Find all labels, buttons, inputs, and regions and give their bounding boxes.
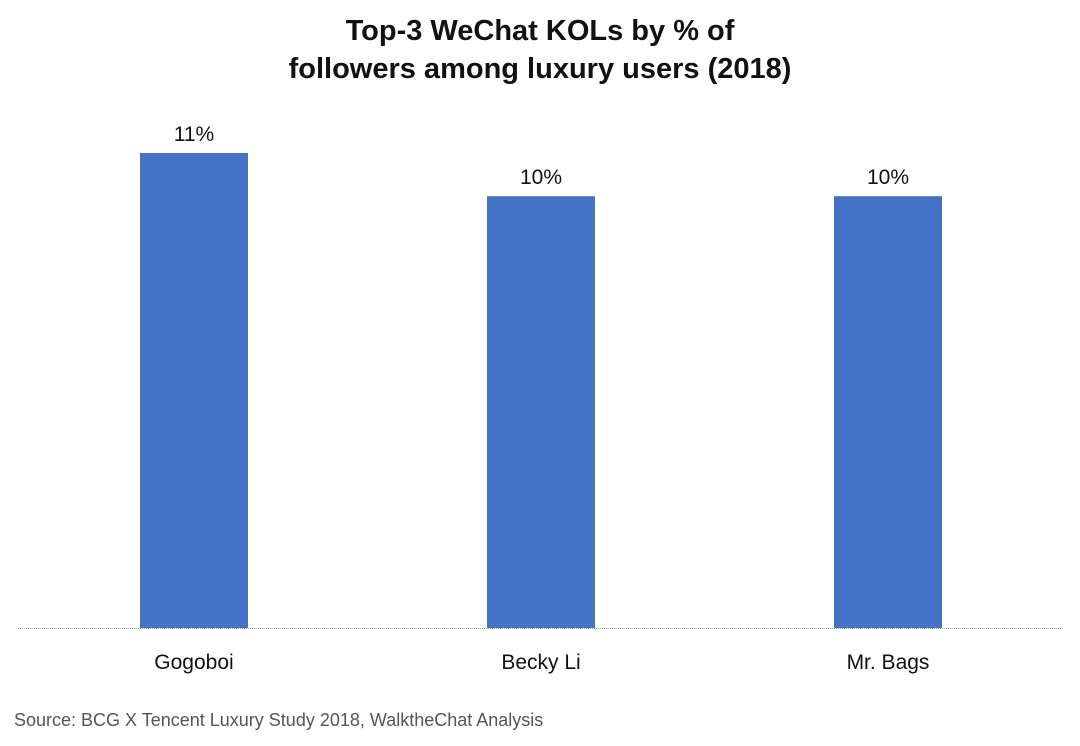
bar-mr-bags bbox=[834, 196, 942, 628]
chart-title-line-1: Top-3 WeChat KOLs by % of bbox=[345, 15, 735, 47]
bar-becky-li bbox=[487, 196, 595, 628]
data-label: 11% bbox=[174, 123, 214, 146]
chart-title: Top-3 WeChat KOLs by % of followers amon… bbox=[0, 12, 1080, 88]
x-tick-label: Mr. Bags bbox=[847, 651, 930, 674]
bar-chart: 11% Gogoboi 10% Becky Li 10% Mr. Bags bbox=[18, 123, 1062, 674]
x-tick-label: Gogoboi bbox=[154, 651, 233, 674]
chart-title-line-2: followers among luxury users (2018) bbox=[288, 53, 792, 85]
source-note: Source: BCG X Tencent Luxury Study 2018,… bbox=[14, 710, 544, 730]
data-label: 10% bbox=[520, 166, 562, 189]
x-tick-label: Becky Li bbox=[501, 651, 580, 674]
bar-gogoboi bbox=[140, 153, 248, 628]
data-label: 10% bbox=[867, 166, 909, 189]
